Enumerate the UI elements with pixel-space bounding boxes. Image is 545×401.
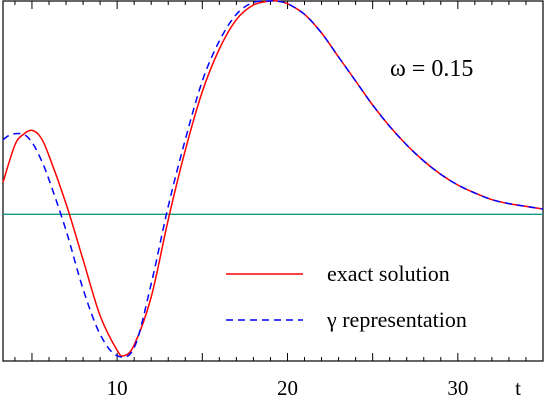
series-group [2,0,544,359]
x-tick-label: 10 [107,376,128,400]
omega-annotation: ω = 0.15 [390,56,473,82]
x-tick-label: 30 [447,376,468,400]
x-ticks [14,1,544,361]
x-tick-label: 20 [277,376,298,400]
legend-label-exact: exact solution [327,261,450,286]
x-tick-labels: 10 20 30 [107,376,469,400]
series-line-exact [2,0,544,357]
series-line-gamma [2,0,544,359]
legend-label-gamma: γ representation [326,307,467,332]
legend: exact solution γ representation [226,261,467,332]
x-axis-label: t [515,376,521,400]
